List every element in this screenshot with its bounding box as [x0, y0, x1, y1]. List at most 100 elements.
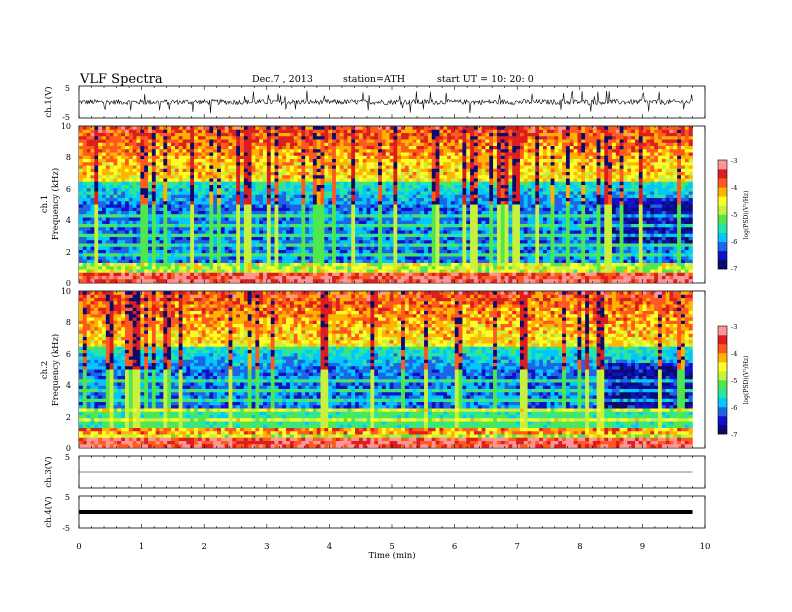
spectrogram-cell: [382, 143, 386, 147]
spectrogram-cell: [393, 179, 397, 183]
spectrogram-cell: [455, 195, 459, 199]
spectrogram-cell: [566, 211, 570, 215]
spectrogram-cell: [98, 140, 102, 144]
spectrogram-cell: [386, 214, 390, 218]
spectrogram-cell: [275, 175, 279, 179]
spectrogram-cell: [436, 146, 440, 150]
spectrogram-cell: [248, 146, 252, 150]
spectrogram-cell: [528, 208, 532, 212]
spectrogram-cell: [117, 227, 121, 231]
spectrogram-cell: [152, 214, 156, 218]
spectrogram-cell: [631, 201, 635, 205]
spectrogram-cell: [183, 159, 187, 163]
spectrogram-cell: [129, 214, 133, 218]
spectrogram-cell: [512, 179, 516, 183]
spectrogram-cell: [198, 175, 202, 179]
spectrogram-cell: [167, 218, 171, 222]
spectrogram-cell: [608, 214, 612, 218]
spectrogram-cell: [612, 198, 616, 202]
spectrogram-cell: [363, 211, 367, 215]
spectrogram-cell: [370, 127, 374, 131]
spectrogram-cell: [516, 159, 520, 163]
spectrogram-cell: [190, 211, 194, 215]
spectrogram-cell: [428, 172, 432, 176]
spectrogram-cell: [478, 192, 482, 196]
spectrogram-cell: [236, 159, 240, 163]
spectrogram-cell: [190, 146, 194, 150]
spectrogram-cell: [240, 149, 244, 153]
spectrogram-cell: [593, 224, 597, 228]
spectrogram-cell: [378, 169, 382, 173]
spectrogram-cell: [171, 159, 175, 163]
spectrogram-cell: [558, 143, 562, 147]
spectrogram-cell: [347, 188, 351, 192]
spectrogram-cell: [658, 188, 662, 192]
spectrogram-cell: [167, 140, 171, 144]
spectrogram-cell: [650, 175, 654, 179]
spectrogram-cell: [225, 198, 229, 202]
spectrogram-cell: [508, 182, 512, 186]
spectrogram-cell: [574, 130, 578, 134]
spectrogram-cell: [424, 169, 428, 173]
spectrogram-cell: [110, 140, 114, 144]
spectrogram-cell: [87, 136, 91, 140]
spectrogram-cell: [94, 133, 98, 137]
spectrogram-cell: [317, 146, 321, 150]
spectrogram-cell: [160, 136, 164, 140]
spectrogram-cell: [221, 162, 225, 166]
spectrogram-cell: [558, 208, 562, 212]
spectrogram-cell: [359, 195, 363, 199]
spectrogram-cell: [531, 143, 535, 147]
spectrogram-cell: [478, 159, 482, 163]
spectrogram-cell: [474, 166, 478, 170]
spectrogram-cell: [485, 127, 489, 131]
spectrogram-cell: [643, 205, 647, 209]
spectrogram-cell: [206, 133, 210, 137]
spectrogram-cell: [209, 130, 213, 134]
spectrogram-cell: [516, 169, 520, 173]
spectrogram-cell: [106, 185, 110, 189]
spectrogram-cell: [432, 205, 436, 209]
spectrogram-cell: [551, 195, 555, 199]
spectrogram-cell: [689, 153, 693, 157]
spectrogram-cell: [309, 136, 313, 140]
spectrogram-cell: [163, 175, 167, 179]
spectrogram-cell: [382, 211, 386, 215]
spectrogram-cell: [620, 149, 624, 153]
spectrogram-cell: [413, 159, 417, 163]
spectrogram-cell: [175, 156, 179, 160]
spectrogram-cell: [137, 146, 141, 150]
spectrogram-cell: [535, 214, 539, 218]
spectrogram-cell: [447, 179, 451, 183]
spectrogram-cell: [305, 195, 309, 199]
spectrogram-cell: [620, 208, 624, 212]
spectrogram-cell: [585, 192, 589, 196]
spectrogram-cell: [374, 130, 378, 134]
spectrogram-cell: [604, 179, 608, 183]
spectrogram-cell: [623, 133, 627, 137]
spectrogram-cell: [286, 136, 290, 140]
spectrogram-cell: [685, 201, 689, 205]
spectrogram-cell: [386, 211, 390, 215]
spectrogram-cell: [140, 172, 144, 176]
spectrogram-cell: [643, 136, 647, 140]
spectrogram-cell: [121, 224, 125, 228]
spectrogram-cell: [190, 208, 194, 212]
spectrogram-cell: [313, 205, 317, 209]
spectrogram-cell: [577, 201, 581, 205]
spectrogram-cell: [390, 175, 394, 179]
spectrogram-cell: [351, 182, 355, 186]
spectrogram-cell: [209, 198, 213, 202]
spectrogram-cell: [209, 156, 213, 160]
spectrogram-cell: [646, 211, 650, 215]
spectrogram-cell: [263, 201, 267, 205]
spectrogram-cell: [520, 149, 524, 153]
spectrogram-cell: [447, 156, 451, 160]
spectrogram-cell: [198, 127, 202, 131]
spectrogram-cell: [163, 208, 167, 212]
spectrogram-cell: [608, 169, 612, 173]
spectrogram-cell: [294, 208, 298, 212]
spectrogram-cell: [524, 192, 528, 196]
spectrogram-cell: [183, 143, 187, 147]
spectrogram-cell: [309, 143, 313, 147]
